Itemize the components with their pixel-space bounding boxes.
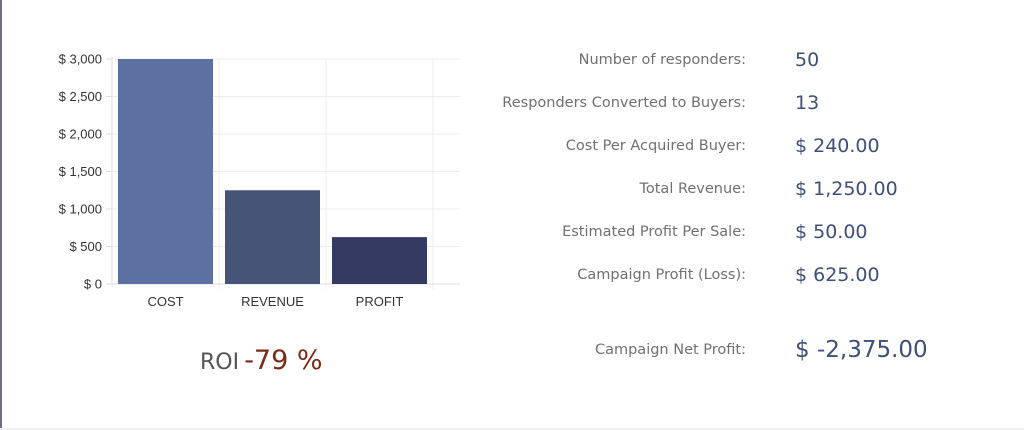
stat-value: 13 <box>795 92 820 114</box>
roi-label: ROI <box>200 350 240 375</box>
stat-value: $ 1,250.00 <box>795 178 898 200</box>
stat-row-campaign-profit: Campaign Profit (Loss): $ 625.00 <box>470 260 990 290</box>
bottom-strip <box>0 428 1024 430</box>
x-tick-label: PROFIT <box>356 294 404 309</box>
stat-row-net-profit: Campaign Net Profit: $ -2,375.00 <box>470 335 990 365</box>
y-tick-label: $ 3,000 <box>59 52 102 67</box>
bar-revenue <box>225 190 320 284</box>
roi-value: -79 % <box>244 345 323 376</box>
stat-row-converted: Responders Converted to Buyers: 13 <box>470 88 990 118</box>
y-tick-label: $ 2,000 <box>59 127 102 142</box>
y-tick-label: $ 1,000 <box>59 202 102 217</box>
bar-profit <box>332 237 427 284</box>
stat-row-profit-per-sale: Estimated Profit Per Sale: $ 50.00 <box>470 217 990 247</box>
roi-readout: ROI -79 % <box>200 345 323 376</box>
bar-chart: $ 0 $ 500 $ 1,000 $ 1,500 $ 2,000 $ 2,500 $ 3,… <box>59 52 460 309</box>
y-tick-label: $ 2,500 <box>59 89 102 104</box>
stat-value: 50 <box>795 49 820 71</box>
stat-value: $ 50.00 <box>795 221 868 243</box>
stat-value: $ 625.00 <box>795 264 880 286</box>
stat-row-responders: Number of responders: 50 <box>470 45 990 75</box>
stats-panel: Number of responders: 50 Responders Conv… <box>470 0 990 430</box>
stat-label: Number of responders: <box>578 52 746 68</box>
net-profit-label: Campaign Net Profit: <box>594 342 746 358</box>
net-profit-value: $ -2,375.00 <box>795 337 928 363</box>
x-tick-label: COST <box>147 294 183 309</box>
stat-label: Responders Converted to Buyers: <box>502 95 746 111</box>
stat-row-total-revenue: Total Revenue: $ 1,250.00 <box>470 174 990 204</box>
stat-label: Total Revenue: <box>639 181 746 197</box>
y-tick-label: $ 1,500 <box>59 164 102 179</box>
stat-label: Cost Per Acquired Buyer: <box>565 138 746 154</box>
y-tick-label: $ 500 <box>69 239 102 254</box>
stat-label: Estimated Profit Per Sale: <box>562 224 746 240</box>
x-tick-label: REVENUE <box>241 294 304 309</box>
left-border <box>0 0 2 430</box>
y-tick-label: $ 0 <box>84 277 102 292</box>
bar-cost <box>118 59 213 284</box>
stat-value: $ 240.00 <box>795 135 880 157</box>
stat-row-cost-per-buyer: Cost Per Acquired Buyer: $ 240.00 <box>470 131 990 161</box>
stat-label: Campaign Profit (Loss): <box>577 267 746 283</box>
